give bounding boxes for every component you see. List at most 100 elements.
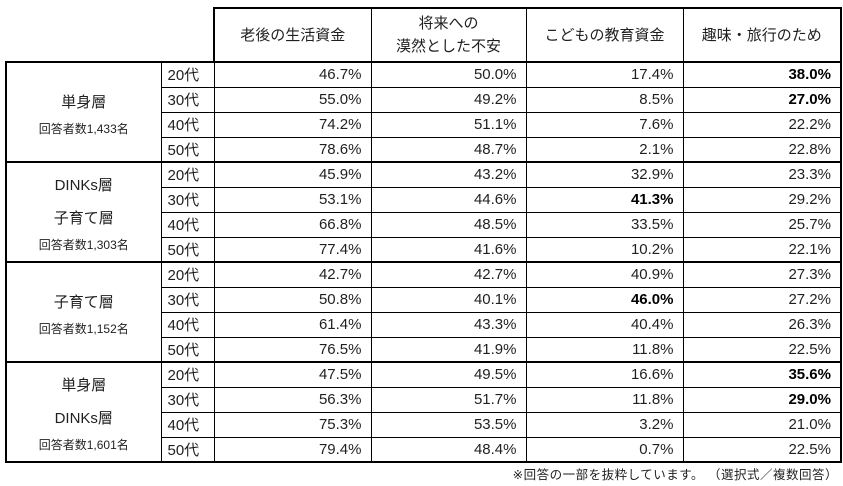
age-cell: 50代 [160, 336, 215, 363]
group-name-line: DINKs層 [54, 410, 113, 427]
value-cell: 48.5% [370, 211, 527, 238]
value-cell: 74.2% [213, 111, 372, 138]
column-header-line: 漠然とした不安 [395, 38, 501, 55]
age-cell: 20代 [160, 261, 215, 288]
header-spacer [6, 8, 214, 62]
value-cell: 27.3% [682, 261, 842, 288]
value-cell: 22.1% [682, 236, 842, 263]
value-cell: 40.1% [370, 286, 527, 313]
header-row: 老後の生活資金 将来への 漠然とした不安 こどもの教育資金 趣味・旅行のため [6, 7, 842, 63]
group-name-line: 子育て層 [53, 210, 114, 227]
table-row: 50代 77.4% 41.6% 10.2% 22.1% [6, 236, 842, 263]
value-cell: 76.5% [213, 336, 372, 363]
table-body: 単身層 回答者数1,433名 20代 46.7% 50.0% 17.4% 38.0% 30代 5… [5, 61, 842, 463]
table-header: 老後の生活資金 将来への 漠然とした不安 こどもの教育資金 趣味・旅行のため [6, 7, 842, 63]
table-row: 40代 61.4% 43.3% 40.4% 26.3% [6, 311, 842, 338]
table-wrap: 老後の生活資金 将来への 漠然とした不安 こどもの教育資金 趣味・旅行のため 単身層 回答… [5, 7, 842, 463]
value-cell: 25.7% [682, 211, 842, 238]
value-cell: 42.7% [213, 261, 372, 288]
value-cell: 48.4% [370, 436, 527, 463]
column-header: 老後の生活資金 [213, 7, 372, 63]
value-cell: 0.7% [525, 436, 684, 463]
table-row: DINKs層 子育て層 回答者数1,303名 20代 45.9% 43.2% 32.9% 23… [5, 161, 842, 263]
value-cell: 40.4% [525, 311, 684, 338]
value-cell: 78.6% [213, 136, 372, 163]
group-label-cell: 単身層回答者数1,433名 [5, 61, 162, 163]
value-cell: 26.3% [682, 311, 842, 338]
value-cell: 38.0% [682, 61, 842, 88]
value-cell: 49.5% [370, 361, 527, 388]
value-cell: 53.1% [213, 186, 372, 213]
value-cell: 33.5% [525, 211, 684, 238]
value-cell: 49.2% [370, 86, 527, 113]
value-cell: 55.0% [213, 86, 372, 113]
value-cell: 22.5% [682, 336, 842, 363]
table-row: 40代 66.8% 48.5% 33.5% 25.7% [6, 211, 842, 238]
age-cell: 40代 [160, 111, 215, 138]
value-cell: 41.9% [370, 336, 527, 363]
table-row: 単身層 回答者数1,433名 20代 46.7% 50.0% 17.4% 38.0% [5, 61, 842, 163]
group-name-line: 単身層 [61, 377, 107, 394]
value-cell: 22.5% [682, 436, 842, 463]
age-cell: 30代 [160, 386, 215, 413]
age-cell: 20代 [160, 361, 215, 388]
column-header: 趣味・旅行のため [682, 7, 842, 63]
respondent-count: 回答者数1,303名 [38, 238, 129, 252]
footnote: ※回答の一部を抜粋しています。 （選択式／複数回答） [512, 468, 838, 482]
table-row: 40代 74.2% 51.1% 7.6% 22.2% [6, 111, 842, 138]
respondent-count: 回答者数1,433名 [38, 121, 129, 136]
value-cell: 8.5% [525, 86, 684, 113]
age-cell: 40代 [160, 211, 215, 238]
value-cell: 50.8% [213, 286, 372, 313]
value-cell: 35.6% [682, 361, 842, 388]
value-cell: 53.5% [370, 411, 527, 438]
value-cell: 75.3% [213, 411, 372, 438]
table-row: 30代 50.8% 40.1% 46.0% 27.2% [6, 286, 842, 313]
value-cell: 51.1% [370, 111, 527, 138]
column-header-line: 老後の生活資金 [240, 26, 346, 44]
value-cell: 43.2% [370, 161, 527, 188]
value-cell: 41.3% [525, 186, 684, 213]
age-cell: 50代 [160, 236, 215, 263]
value-cell: 22.8% [682, 136, 842, 163]
value-cell: 27.2% [682, 286, 842, 313]
column-header-line: こどもの教育資金 [544, 26, 665, 44]
age-cell: 20代 [160, 61, 215, 88]
value-cell: 43.3% [370, 311, 527, 338]
value-cell: 66.8% [213, 211, 372, 238]
value-cell: 40.9% [525, 261, 684, 288]
table-row: 単身層 DINKs層回答者数1,601名 20代 47.5% 49.5% 16.6% 35.… [5, 361, 842, 463]
column-header-line: 将来への [418, 15, 479, 32]
respondent-count: 回答者数1,601名 [38, 438, 129, 452]
value-cell: 16.6% [525, 361, 684, 388]
age-cell: 40代 [160, 311, 215, 338]
table-row: 40代 75.3% 53.5% 3.2% 21.0% [6, 411, 842, 438]
survey-table: 老後の生活資金 将来への 漠然とした不安 こどもの教育資金 趣味・旅行のため 単身層 回答… [5, 7, 842, 463]
table-row: 50代 79.4% 48.4% 0.7% 22.5% [6, 436, 842, 463]
value-cell: 46.7% [213, 61, 372, 88]
value-cell: 48.7% [370, 136, 527, 163]
age-cell: 30代 [160, 86, 215, 113]
value-cell: 56.3% [213, 386, 372, 413]
age-cell: 20代 [160, 161, 215, 188]
value-cell: 47.5% [213, 361, 372, 388]
respondent-count: 回答者数1,152名 [38, 321, 129, 336]
value-cell: 2.1% [525, 136, 684, 163]
value-cell: 23.3% [682, 161, 842, 188]
value-cell: 45.9% [213, 161, 372, 188]
value-cell: 7.6% [525, 111, 684, 138]
group-name-line: 単身層 [61, 93, 107, 111]
table-row: 50代 78.6% 48.7% 2.1% 22.8% [6, 136, 842, 163]
age-cell: 30代 [160, 186, 215, 213]
column-header: 将来への漠然とした不安 [370, 7, 527, 63]
value-cell: 51.7% [370, 386, 527, 413]
value-cell: 44.6% [370, 186, 527, 213]
value-cell: 11.8% [525, 336, 684, 363]
value-cell: 17.4% [525, 61, 684, 88]
column-header: こどもの教育資金 [525, 7, 684, 63]
age-cell: 40代 [160, 411, 215, 438]
value-cell: 46.0% [525, 286, 684, 313]
value-cell: 77.4% [213, 236, 372, 263]
value-cell: 61.4% [213, 311, 372, 338]
